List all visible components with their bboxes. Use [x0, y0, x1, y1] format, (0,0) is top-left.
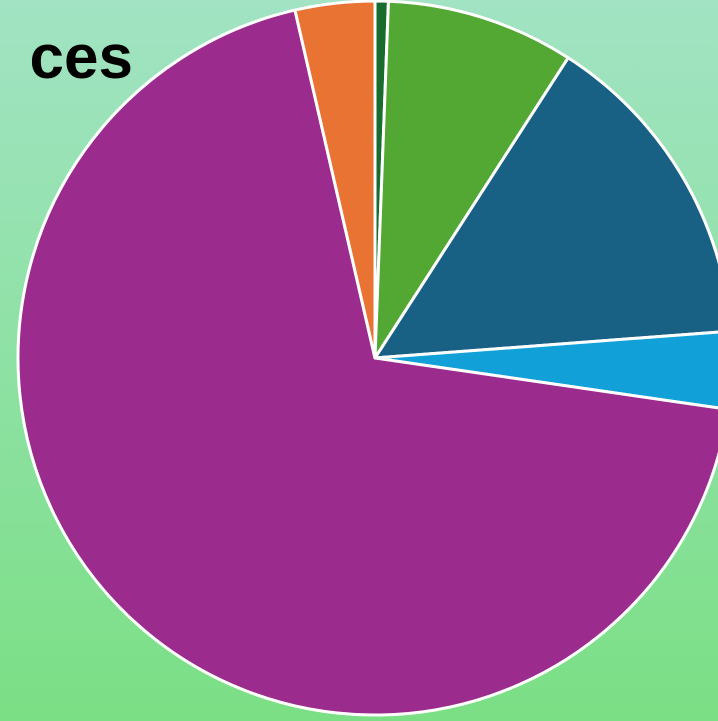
pie-slice: [373, 56, 718, 360]
pie-slice: [293, 0, 377, 360]
pie-slice: [373, 0, 570, 360]
pie-slice: [16, 8, 718, 717]
pie-slice: [373, 330, 718, 410]
chart-title: ces: [30, 23, 133, 92]
